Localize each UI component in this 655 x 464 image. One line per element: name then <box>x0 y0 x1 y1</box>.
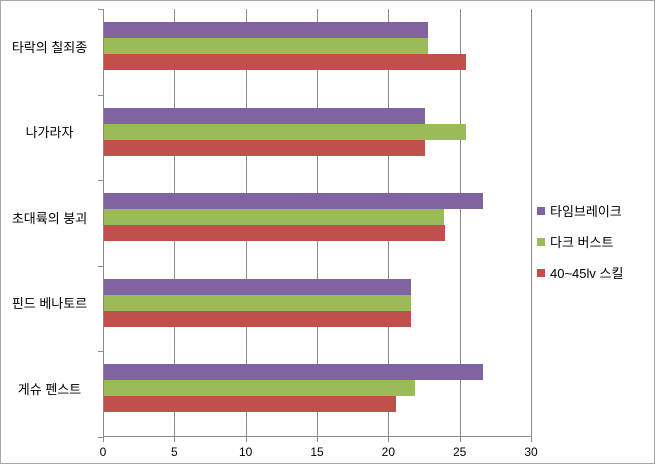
category-label: 타락의 칠죄종 <box>11 39 88 55</box>
category-row <box>103 9 531 95</box>
x-axis-tick-label: 0 <box>99 445 107 459</box>
x-axis-tick <box>388 437 390 442</box>
category-row <box>103 95 531 181</box>
category-label: 게슈 펜스트 <box>17 381 82 397</box>
bar-group <box>104 22 532 70</box>
category-label-row: 게슈 펜스트 <box>1 351 98 437</box>
bar-group <box>104 193 532 242</box>
x-axis-tick-label: 20 <box>381 445 396 459</box>
bar-group <box>104 364 532 413</box>
x-axis-tick-label: 10 <box>238 445 253 459</box>
legend-item: 다크 버스트 <box>537 232 623 251</box>
y-axis-tick <box>98 9 103 10</box>
legend-item: 40~45lv 스킬 <box>537 263 623 282</box>
category-label: 핀드 베나토르 <box>11 296 88 312</box>
category-label-row: 타락의 칠죄종 <box>1 9 98 95</box>
x-axis-tick <box>174 437 176 442</box>
category-label: 나가라자 <box>25 125 74 141</box>
bar-40~45lv 스킬 <box>104 54 467 70</box>
bar-타임브레이크 <box>104 193 484 210</box>
category-row <box>103 266 531 352</box>
x-axis-tick-label: 15 <box>310 445 324 459</box>
legend-swatch-다크 버스트 <box>537 237 545 246</box>
x-axis-tick <box>245 437 247 442</box>
x-axis-tick-label: 5 <box>170 445 178 459</box>
x-axis-line <box>103 436 531 437</box>
bar-group <box>104 278 532 327</box>
value-axis-labels: 0 5 10 15 20 25 30 <box>99 445 538 461</box>
bar-다크 버스트 <box>104 209 444 226</box>
category-label-row: 초대륙의 붕괴 <box>1 180 98 266</box>
y-axis-tick <box>98 265 103 267</box>
x-axis-tick <box>317 437 318 442</box>
y-axis-tick <box>98 94 103 96</box>
legend-item: 타임브레이크 <box>537 201 623 220</box>
legend-swatch-40~45lv 스킬 <box>537 268 545 277</box>
y-axis-tick <box>98 437 103 438</box>
bar-타임브레이크 <box>104 22 428 38</box>
y-axis-tick <box>98 180 103 182</box>
legend-label: 타임브레이크 <box>550 204 622 219</box>
bar-타임브레이크 <box>104 278 411 295</box>
bar-타임브레이크 <box>104 364 484 381</box>
bar-다크 버스트 <box>104 38 428 54</box>
gridline <box>531 9 532 437</box>
bar-다크 버스트 <box>104 294 411 311</box>
plot-area <box>98 9 532 442</box>
x-axis-tick <box>103 437 104 442</box>
category-row <box>103 180 531 266</box>
bar-40~45lv 스킬 <box>104 139 425 156</box>
bar-40~45lv 스킬 <box>104 225 445 242</box>
bar-타임브레이크 <box>104 107 425 124</box>
category-label-row: 핀드 베나토르 <box>1 266 98 352</box>
category-label: 초대륙의 붕괴 <box>11 210 88 226</box>
y-axis-tick <box>98 351 103 353</box>
legend-label: 40~45lv 스킬 <box>550 266 624 281</box>
y-axis-line <box>103 9 104 437</box>
bar-40~45lv 스킬 <box>104 310 411 327</box>
x-axis-tick <box>531 437 532 442</box>
bar-다크 버스트 <box>104 380 415 397</box>
category-label-row: 나가라자 <box>1 95 98 181</box>
x-axis-tick-label: 30 <box>524 445 538 459</box>
gridline <box>459 9 461 437</box>
legend-label: 다크 버스트 <box>550 235 614 250</box>
x-axis-tick-label: 25 <box>452 445 467 459</box>
bar-group <box>104 107 532 156</box>
category-row <box>103 351 531 437</box>
x-axis-tick <box>459 437 461 442</box>
bar-다크 버스트 <box>104 123 467 140</box>
legend-swatch-타임브레이크 <box>537 206 545 215</box>
bar-40~45lv 스킬 <box>104 396 397 413</box>
